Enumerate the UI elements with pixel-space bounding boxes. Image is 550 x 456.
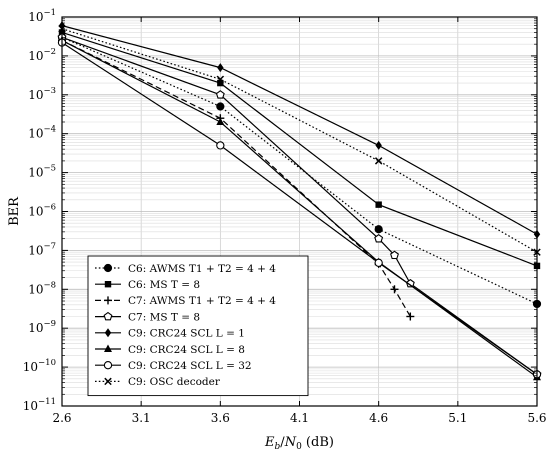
y-tick-label: 10−1	[28, 8, 56, 24]
axis-titles: Eb/N0 (dB) BER	[7, 196, 334, 452]
marker-open-pentagon	[405, 278, 415, 288]
x-tick-label: 3.1	[132, 411, 151, 425]
legend-label: C6: AWMS T1 + T2 = 4 + 4	[128, 263, 276, 275]
x-tick-label: 5.1	[448, 411, 467, 425]
series-line	[61, 39, 538, 378]
marker-filled-triangle	[104, 344, 112, 352]
x-tick-label: 4.1	[290, 411, 309, 425]
marker-open-circle	[103, 361, 113, 370]
marker-filled-diamond	[217, 63, 224, 73]
y-tick-label: 10−10	[23, 358, 56, 374]
legend-entry: C9: OSC decoder	[95, 376, 221, 388]
x-tick-label: 3.6	[211, 411, 230, 425]
series-line	[61, 36, 538, 375]
x-tick-label: 2.6	[52, 411, 71, 425]
marker-filled-square	[217, 79, 224, 87]
y-tick-label: 10−9	[28, 319, 56, 335]
marker-filled-diamond	[375, 140, 382, 150]
marker-x	[216, 75, 225, 84]
legend-label: C7: MS T = 8	[128, 311, 200, 323]
legend-label: C9: OSC decoder	[128, 376, 221, 388]
legend-label: C9: CRC24 SCL L = 32	[128, 360, 252, 372]
y-tick-label: 10−2	[28, 47, 56, 63]
legend-label: C9: CRC24 SCL L = 1	[128, 328, 245, 340]
legend-entry: C9: CRC24 SCL L = 1	[95, 328, 245, 340]
marker-filled-triangle	[216, 117, 225, 125]
x-tick-label: 4.6	[369, 411, 388, 425]
series-line	[61, 28, 538, 253]
marker-open-pentagon	[215, 90, 225, 99]
series-7	[57, 38, 542, 379]
legend-box	[87, 255, 309, 397]
marker-x-b	[374, 157, 383, 165]
legend-entry: C6: AWMS T1 + T2 = 4 + 4	[95, 263, 276, 275]
series-line	[61, 42, 538, 375]
y-axis-title: BER	[7, 196, 22, 226]
series-line	[61, 31, 538, 267]
marker-filled-square	[375, 201, 382, 208]
x-axis-title: Eb/N0 (dB)	[264, 435, 334, 452]
marker-x-b	[104, 377, 112, 386]
y-tick-label: 10−4	[28, 125, 56, 141]
marker-open-pentagon	[374, 234, 384, 243]
series-layer	[57, 21, 542, 381]
y-tick-label: 10−7	[28, 241, 56, 257]
series-line	[61, 25, 538, 235]
legend-entry: C9: CRC24 SCL L = 32	[95, 360, 252, 372]
marker-plus	[406, 312, 415, 321]
marker-open-pentagon	[390, 250, 399, 260]
y-tick-label: 10−3	[28, 86, 56, 102]
marker-open-circle	[216, 141, 225, 150]
marker-open-pentagon	[103, 311, 113, 321]
marker-x-b	[216, 75, 225, 84]
marker-filled-circle	[374, 225, 383, 234]
tick-labels: 2.6 3.1 3.6 4.1 4.6 5.1 5.6 10−1 10−2 10−3 10−4 10−…	[23, 8, 547, 425]
legend-entry: C7: AWMS T1 + T2 = 4 + 4	[95, 295, 276, 307]
marker-filled-square	[104, 281, 112, 288]
y-tick-label: 10−5	[28, 164, 56, 180]
marker-filled-circle	[103, 263, 113, 273]
legend-entry: C9: CRC24 SCL L = 8	[95, 344, 245, 356]
legend: C6: AWMS T1 + T2 = 4 + 4 C6: MS T = 8 C7: …	[87, 255, 309, 397]
y-tick-label: 10−11	[23, 397, 56, 413]
legend-entry: C7: MS T = 8	[95, 311, 200, 323]
y-tick-label: 10−6	[28, 203, 56, 219]
marker-x	[104, 377, 112, 386]
ticks	[61, 16, 538, 407]
marker-open-circle	[374, 258, 383, 267]
marker-plus	[390, 285, 399, 294]
legend-label: C6: MS T = 8	[128, 279, 200, 291]
marker-filled-diamond	[104, 328, 112, 338]
y-tick-label: 10−8	[28, 280, 56, 296]
marker-filled-circle	[216, 102, 225, 111]
x-tick-label: 5.6	[527, 411, 546, 425]
series-line	[61, 36, 538, 305]
marker-plus	[104, 296, 112, 305]
legend-label: C7: AWMS T1 + T2 = 4 + 4	[128, 295, 276, 307]
legend-entry: C6: MS T = 8	[95, 279, 200, 291]
marker-x	[374, 157, 383, 165]
legend-label: C9: CRC24 SCL L = 8	[128, 344, 245, 356]
